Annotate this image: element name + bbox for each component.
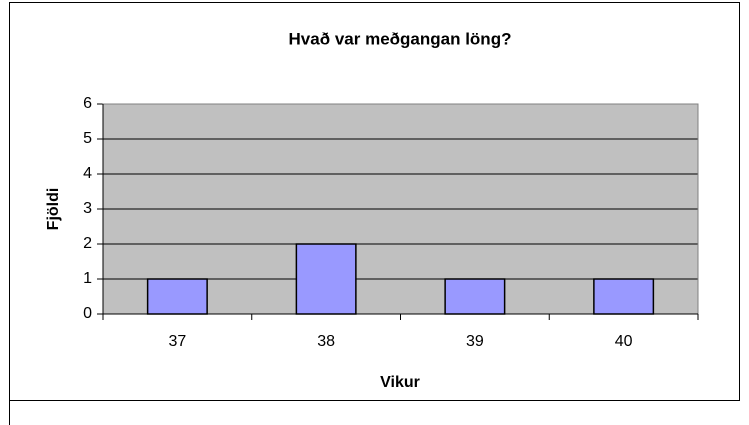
y-tick-label: 1 (83, 270, 92, 287)
y-tick-label: 3 (83, 200, 92, 217)
bar (295, 243, 357, 315)
bar (444, 278, 506, 315)
y-tick-label: 0 (83, 305, 92, 322)
x-axis-label: Vikur (380, 374, 420, 391)
bar (593, 278, 655, 315)
y-tick-label: 6 (83, 95, 92, 112)
bar (146, 278, 208, 315)
x-tick-label: 39 (466, 333, 484, 350)
y-tick-label: 4 (83, 165, 92, 182)
x-tick-label: 37 (168, 333, 186, 350)
y-tick-label: 2 (83, 235, 92, 252)
y-axis-label: Fjöldi (45, 188, 62, 231)
y-tick-label: 5 (83, 130, 92, 147)
x-tick-label: 38 (317, 333, 335, 350)
chart-title: Hvað var meðgangan löng? (289, 29, 512, 48)
x-tick-label: 40 (615, 333, 633, 350)
